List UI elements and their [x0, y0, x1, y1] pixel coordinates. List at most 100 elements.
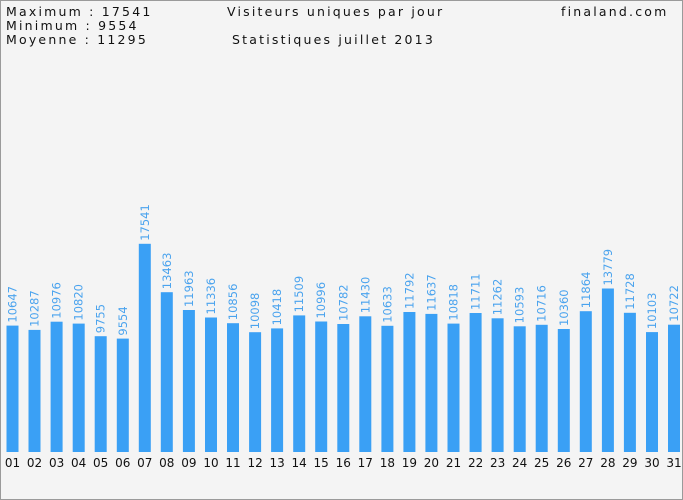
x-tick-15: 15 — [314, 456, 329, 470]
value-label-16: 10782 — [336, 284, 350, 321]
x-tick-23: 23 — [490, 456, 505, 470]
bar-04 — [72, 323, 85, 452]
bar-03 — [50, 321, 63, 452]
bar-26 — [557, 329, 570, 452]
value-label-18: 10633 — [380, 286, 394, 323]
value-label-28: 13779 — [601, 249, 615, 286]
average-label: Moyenne : 11295 — [6, 32, 148, 47]
bar-22 — [469, 313, 482, 452]
value-label-02: 10287 — [28, 290, 42, 327]
value-label-25: 10716 — [535, 285, 549, 322]
bar-07 — [138, 243, 151, 452]
x-tick-02: 02 — [27, 456, 42, 470]
x-tick-22: 22 — [468, 456, 483, 470]
value-label-23: 11262 — [491, 279, 505, 316]
x-tick-13: 13 — [269, 456, 284, 470]
value-label-10: 11336 — [204, 278, 218, 315]
bar-13 — [271, 328, 284, 452]
x-tick-27: 27 — [578, 456, 593, 470]
x-tick-17: 17 — [358, 456, 373, 470]
value-label-19: 11792 — [402, 272, 416, 309]
bar-06 — [116, 338, 129, 452]
x-tick-19: 19 — [402, 456, 417, 470]
value-label-11: 10856 — [226, 284, 240, 321]
bar-01 — [6, 325, 19, 452]
bar-24 — [513, 326, 526, 452]
bar-30 — [646, 332, 658, 452]
x-tick-21: 21 — [446, 456, 461, 470]
value-label-27: 11864 — [579, 272, 593, 309]
bar-31 — [668, 324, 680, 452]
x-tick-31: 31 — [666, 456, 681, 470]
x-tick-07: 07 — [137, 456, 152, 470]
x-tick-08: 08 — [159, 456, 174, 470]
value-label-04: 10820 — [72, 284, 86, 321]
bar-19 — [403, 312, 416, 452]
value-label-09: 11963 — [182, 270, 196, 307]
bar-12 — [249, 332, 262, 452]
minimum-label: Minimum : 9554 — [6, 18, 139, 33]
bar-08 — [160, 292, 173, 452]
x-tick-01: 01 — [5, 456, 20, 470]
value-label-30: 10103 — [645, 293, 659, 330]
bar-25 — [535, 324, 548, 452]
x-tick-05: 05 — [93, 456, 108, 470]
bar-28 — [601, 288, 614, 452]
value-label-31: 10722 — [667, 285, 681, 322]
value-label-20: 11637 — [424, 274, 438, 311]
value-label-26: 10360 — [557, 289, 571, 326]
x-tick-11: 11 — [225, 456, 240, 470]
x-tick-25: 25 — [534, 456, 549, 470]
x-tick-14: 14 — [292, 456, 307, 470]
value-label-01: 10647 — [6, 286, 20, 323]
value-label-15: 10996 — [314, 282, 328, 319]
value-label-13: 10418 — [270, 289, 284, 326]
bar-21 — [447, 323, 460, 452]
chart-title: Visiteurs uniques par jour — [227, 4, 445, 19]
x-tick-26: 26 — [556, 456, 571, 470]
value-label-17: 11430 — [358, 277, 372, 314]
x-tick-20: 20 — [424, 456, 439, 470]
x-tick-09: 09 — [181, 456, 196, 470]
bar-20 — [425, 313, 438, 452]
x-tick-28: 28 — [600, 456, 615, 470]
bar-10 — [205, 317, 217, 452]
bar-16 — [337, 324, 350, 452]
chart-subtitle: Statistiques juillet 2013 — [232, 32, 435, 47]
value-label-22: 11711 — [469, 273, 483, 310]
x-tick-04: 04 — [71, 456, 86, 470]
x-tick-12: 12 — [247, 456, 262, 470]
value-label-14: 11509 — [292, 276, 306, 313]
value-label-06: 9554 — [116, 306, 130, 335]
x-tick-10: 10 — [203, 456, 218, 470]
x-tick-03: 03 — [49, 456, 64, 470]
bar-15 — [315, 321, 328, 452]
x-tick-30: 30 — [644, 456, 659, 470]
value-label-07: 17541 — [138, 204, 152, 241]
bar-02 — [28, 329, 41, 452]
value-label-24: 10593 — [513, 287, 527, 324]
site-name: finaland.com — [561, 4, 669, 19]
bar-27 — [579, 311, 592, 452]
maximum-label: Maximum : 17541 — [6, 4, 153, 19]
bar-05 — [94, 336, 107, 452]
value-label-21: 10818 — [447, 284, 461, 321]
bar-23 — [491, 318, 504, 452]
bar-18 — [381, 325, 394, 452]
x-tick-24: 24 — [512, 456, 527, 470]
value-label-29: 11728 — [623, 273, 637, 310]
bar-29 — [623, 312, 636, 452]
x-tick-18: 18 — [380, 456, 395, 470]
x-tick-06: 06 — [115, 456, 130, 470]
value-label-12: 10098 — [248, 293, 262, 330]
bar-14 — [293, 315, 306, 452]
bar-09 — [182, 310, 195, 452]
value-label-08: 13463 — [160, 253, 174, 290]
bar-17 — [359, 316, 372, 452]
x-tick-16: 16 — [336, 456, 351, 470]
value-label-03: 10976 — [50, 282, 64, 319]
value-label-05: 9755 — [94, 304, 108, 333]
x-tick-29: 29 — [622, 456, 637, 470]
